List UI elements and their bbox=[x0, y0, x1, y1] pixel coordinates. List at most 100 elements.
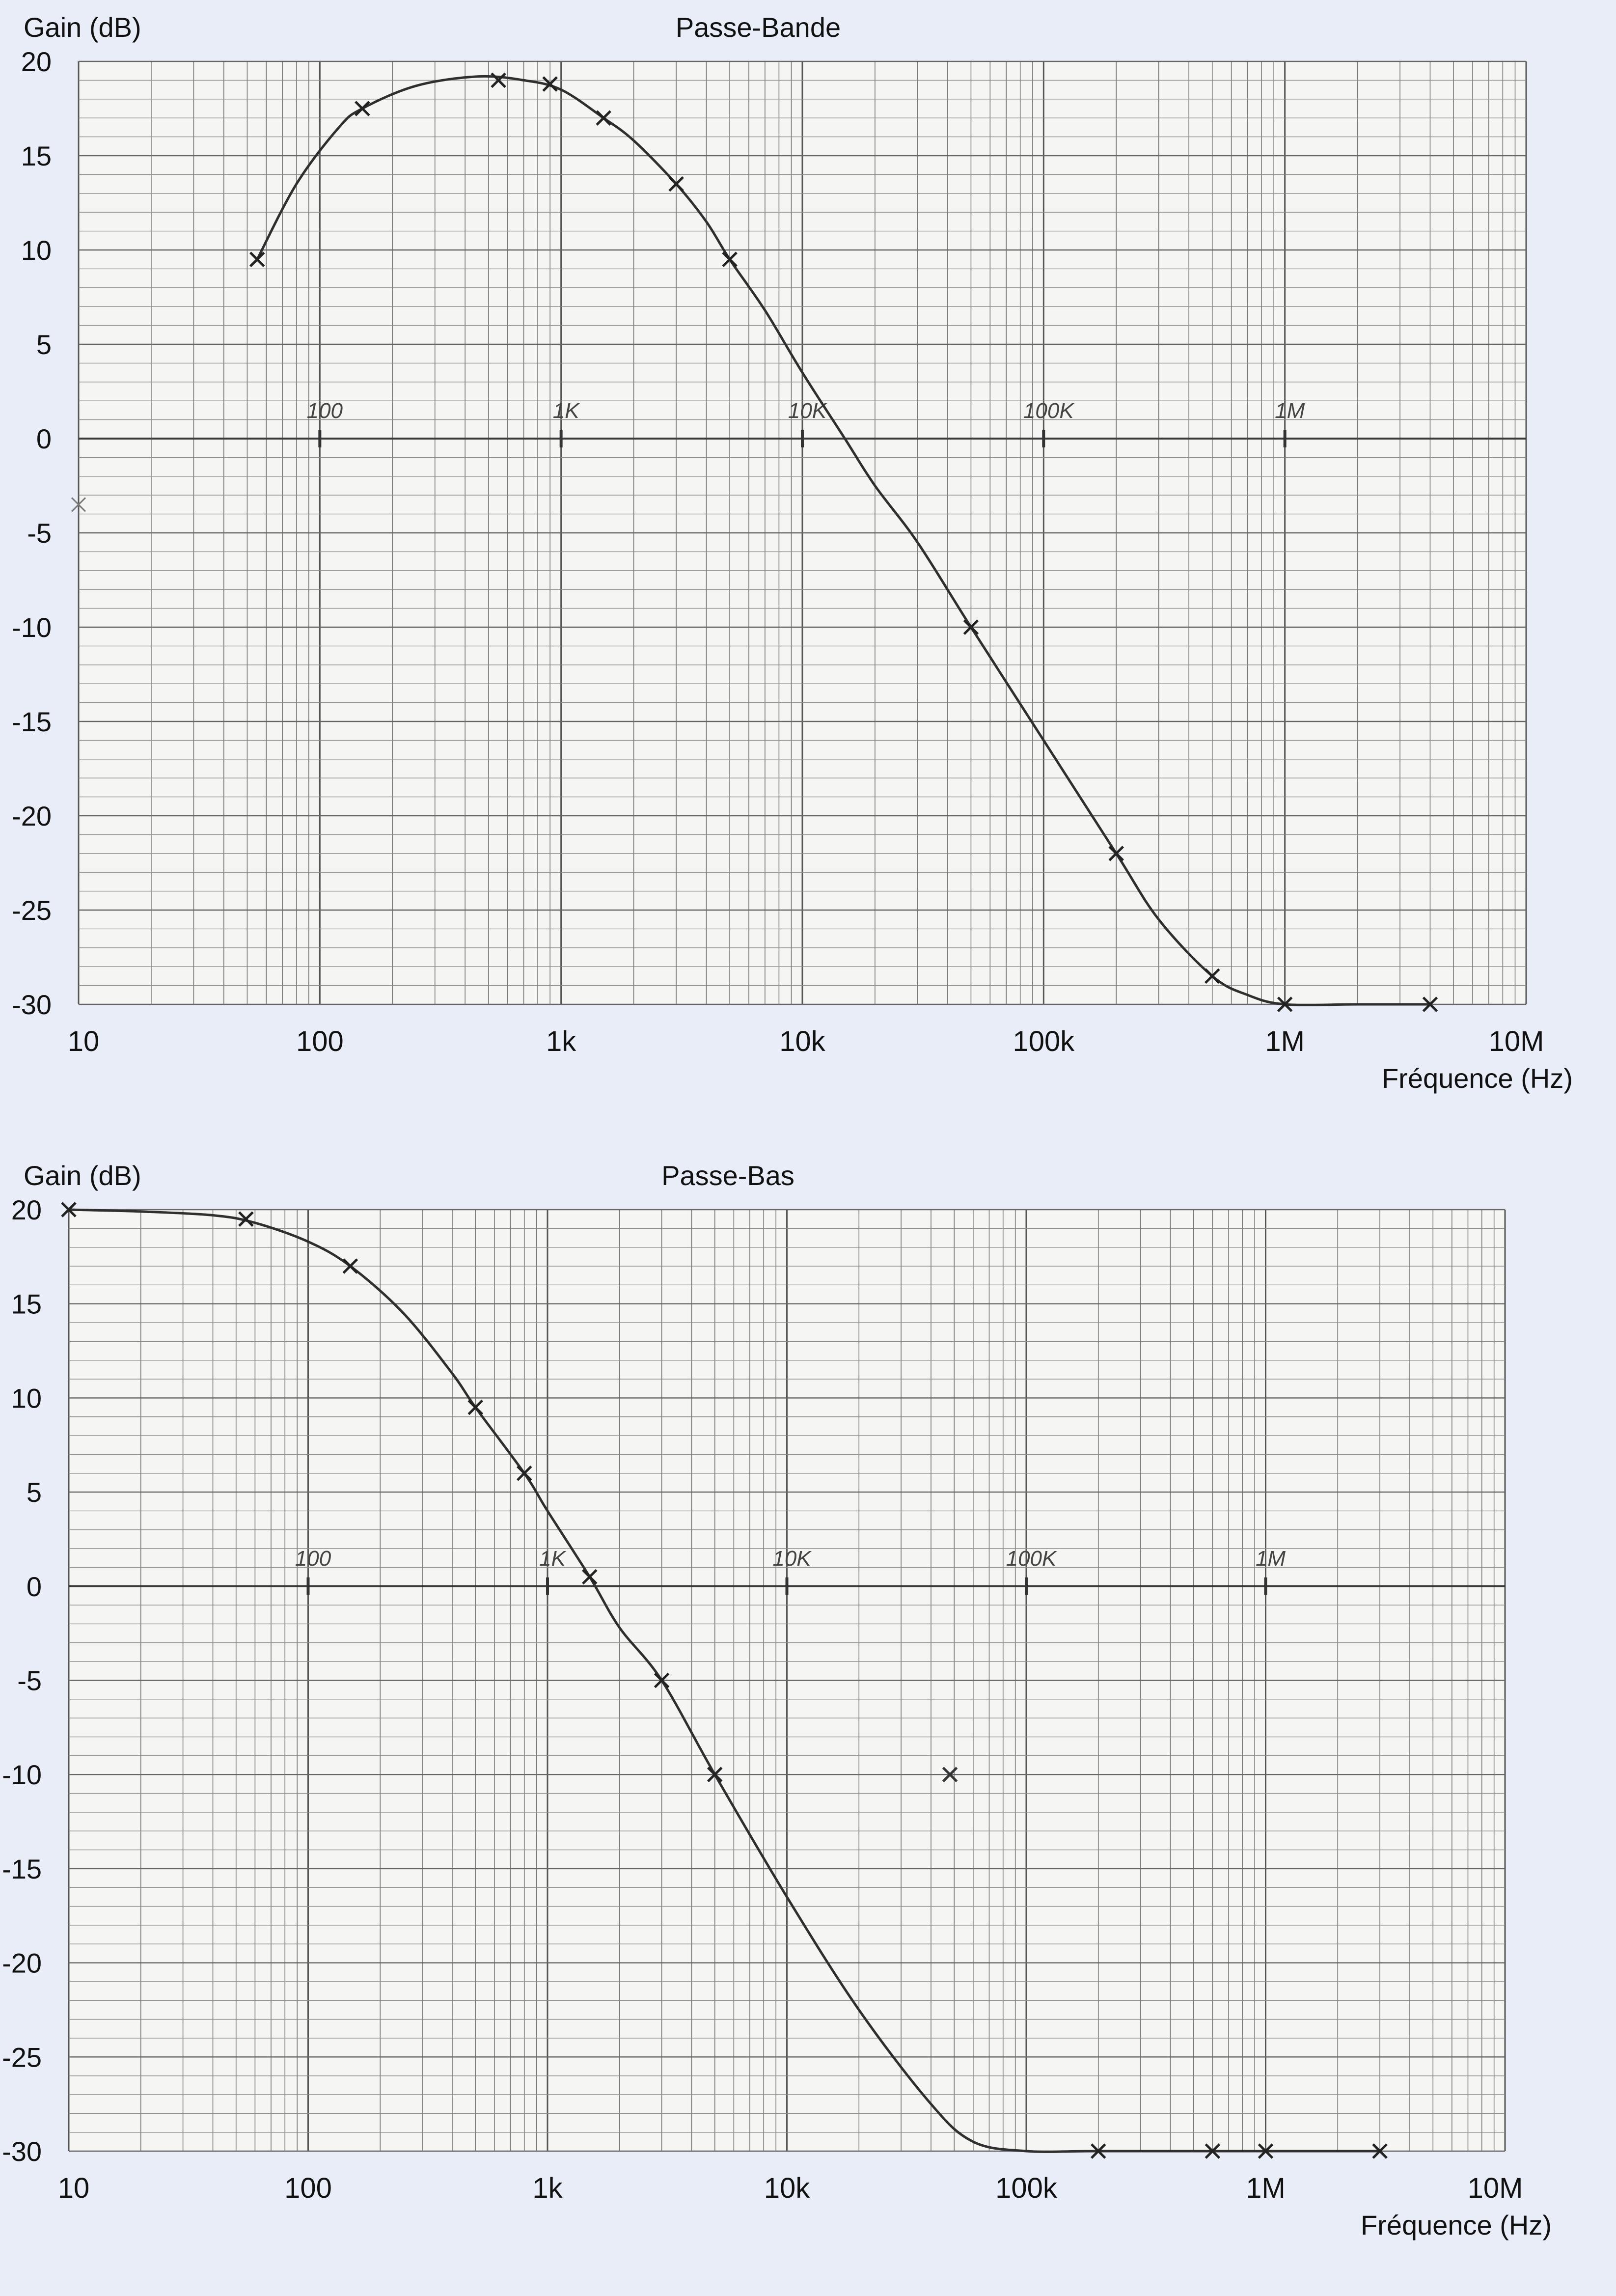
data-point bbox=[707, 1767, 723, 1782]
x-tick-label: 10M bbox=[1468, 2172, 1523, 2204]
data-point-stroke bbox=[249, 251, 265, 267]
x-tick-label: 10 bbox=[68, 1025, 100, 1057]
data-point-stroke bbox=[1204, 968, 1220, 984]
axis-annotation-label: 1K bbox=[553, 399, 580, 423]
x-tick-label: 100 bbox=[296, 1025, 344, 1057]
axis-annotation-label: 1M bbox=[1256, 1547, 1286, 1571]
axis-annotation-label: 1M bbox=[1275, 399, 1305, 423]
data-point bbox=[596, 110, 611, 126]
data-point bbox=[516, 1465, 532, 1481]
x-tick-label: 1k bbox=[546, 1025, 576, 1057]
grid bbox=[68, 1209, 1506, 2152]
axis-annotation-label: 100K bbox=[1023, 399, 1074, 423]
data-point bbox=[342, 1258, 358, 1274]
data-point bbox=[668, 176, 684, 192]
y-tick-label: -20 bbox=[2, 1948, 42, 1979]
y-tick-label: 15 bbox=[11, 1289, 42, 1320]
y-axis-label: Gain (dB) bbox=[24, 1160, 141, 1191]
data-point bbox=[1258, 2143, 1274, 2159]
data-point bbox=[654, 1672, 670, 1688]
y-tick-label: 10 bbox=[11, 1383, 42, 1413]
data-point-stroke bbox=[707, 1767, 723, 1782]
data-point-stroke bbox=[668, 176, 684, 192]
data-point bbox=[1090, 2143, 1106, 2159]
axis-annotations: 100 1K 10K 100K 1M bbox=[295, 1547, 1286, 1595]
y-tick-label: 5 bbox=[36, 329, 52, 360]
data-point-stroke bbox=[71, 497, 86, 512]
data-point-stroke bbox=[238, 1211, 254, 1227]
stray-mark bbox=[71, 497, 86, 512]
data-point-stroke bbox=[467, 1399, 484, 1415]
data-point bbox=[355, 101, 370, 116]
y-tick-label: -30 bbox=[2, 2136, 42, 2167]
data-point bbox=[249, 251, 265, 267]
data-point-stroke bbox=[1422, 996, 1438, 1012]
data-point bbox=[491, 72, 506, 88]
data-markers bbox=[61, 1202, 1388, 2159]
y-tick-label: -10 bbox=[12, 612, 52, 643]
y-tick-label: 20 bbox=[11, 1194, 42, 1225]
data-point bbox=[582, 1569, 598, 1585]
y-tick-label: -25 bbox=[2, 2042, 42, 2073]
data-point-stroke bbox=[355, 101, 370, 116]
data-point-stroke bbox=[582, 1569, 598, 1585]
data-point bbox=[1204, 968, 1220, 984]
x-tick-label: 100 bbox=[284, 2172, 332, 2204]
y-tick-label: 15 bbox=[21, 140, 52, 171]
data-point-stroke bbox=[61, 1202, 77, 1217]
gain-curve bbox=[256, 75, 1430, 1006]
data-markers bbox=[249, 72, 1438, 1012]
axis-annotation-label: 100 bbox=[295, 1547, 331, 1571]
x-tick-label: 1M bbox=[1246, 2172, 1286, 2204]
y-tick-label: 0 bbox=[36, 423, 52, 454]
data-point-stroke bbox=[1205, 2143, 1221, 2159]
y-tick-label: 20 bbox=[21, 46, 52, 77]
chart-passe-bas-svg: 100 1K 10K 100K 1M Passe-Bas Gain (dB)20 15 10 5 0… bbox=[2, 1160, 1552, 2241]
data-point bbox=[1372, 2143, 1388, 2159]
data-point-stroke bbox=[654, 1672, 670, 1688]
data-point bbox=[1108, 846, 1124, 861]
y-tick-label: -5 bbox=[27, 518, 52, 549]
data-point bbox=[963, 619, 979, 635]
chart-passe-bande: 100 1K 10K 100K 1M Passe-Bande Gain (dB) 20 15 10… bbox=[0, 0, 1616, 1144]
x-tick-label: 10M bbox=[1489, 1025, 1544, 1057]
x-tick-label: 1k bbox=[532, 2172, 563, 2204]
chart-title: Passe-Bande bbox=[676, 12, 841, 43]
x-axis-label: Fréquence (Hz) bbox=[1361, 2210, 1552, 2241]
y-tick-label: 5 bbox=[27, 1477, 42, 1508]
axis-annotation-label: 1K bbox=[539, 1547, 566, 1571]
axis-annotation-label: 10K bbox=[772, 1547, 812, 1571]
y-tick-label: -25 bbox=[12, 895, 52, 926]
y-tick-label: -5 bbox=[17, 1665, 42, 1696]
data-point bbox=[1422, 996, 1438, 1012]
data-point-stroke bbox=[491, 72, 506, 88]
chart-title: Passe-Bas bbox=[661, 1160, 794, 1191]
y-tick-label: -20 bbox=[12, 801, 52, 831]
data-point-stroke bbox=[722, 251, 738, 267]
axis-annotations: 100 1K 10K 100K 1M bbox=[307, 399, 1305, 447]
data-point bbox=[61, 1202, 77, 1217]
y-axis-label: Gain (dB) bbox=[24, 12, 141, 43]
x-tick-label: 1M bbox=[1265, 1025, 1305, 1057]
x-tick-label: 10 bbox=[58, 2172, 90, 2204]
x-tick-label: 100k bbox=[995, 2172, 1058, 2204]
chart-passe-bas: 100 1K 10K 100K 1M Passe-Bas Gain (dB) 20 15 10 5 0… bbox=[0, 1152, 1616, 2295]
data-point-stroke bbox=[1372, 2143, 1388, 2159]
x-tick-label: 10k bbox=[779, 1025, 826, 1057]
x-axis-label: Fréquence (Hz) bbox=[1382, 1063, 1573, 1094]
y-tick-label: -15 bbox=[2, 1853, 42, 1884]
y-tick-label: -30 bbox=[12, 989, 52, 1020]
y-tick-label: -10 bbox=[2, 1759, 42, 1790]
axis-annotation-label: 100K bbox=[1006, 1547, 1057, 1571]
data-point-stroke bbox=[942, 1767, 958, 1782]
data-point bbox=[542, 76, 558, 92]
data-point-stroke bbox=[1258, 2143, 1274, 2159]
data-point bbox=[238, 1211, 254, 1227]
data-point-stroke bbox=[1090, 2143, 1106, 2159]
y-tick-label: 10 bbox=[21, 235, 52, 266]
gain-curve bbox=[68, 1208, 1380, 2153]
data-point-stroke bbox=[342, 1258, 358, 1274]
grid bbox=[78, 60, 1527, 1005]
data-point bbox=[467, 1399, 484, 1415]
x-tick-label: 100k bbox=[1013, 1025, 1075, 1057]
